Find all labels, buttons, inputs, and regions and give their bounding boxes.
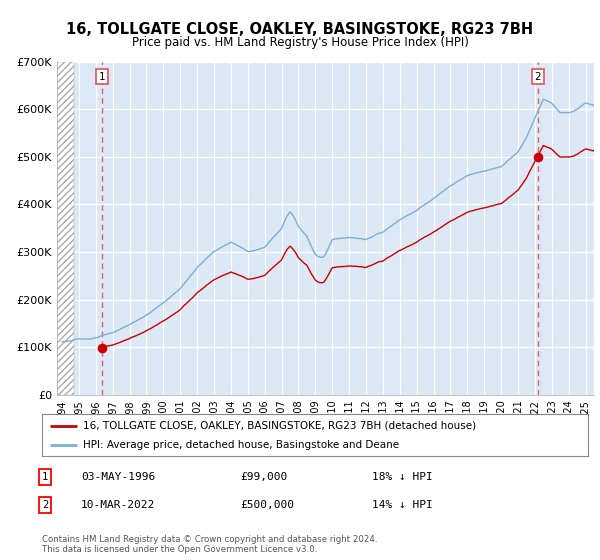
Text: £500,000: £500,000 — [240, 500, 294, 510]
Text: £99,000: £99,000 — [240, 472, 287, 482]
Text: 2: 2 — [535, 72, 541, 82]
Text: Price paid vs. HM Land Registry's House Price Index (HPI): Price paid vs. HM Land Registry's House … — [131, 36, 469, 49]
Text: 10-MAR-2022: 10-MAR-2022 — [81, 500, 155, 510]
Text: 16, TOLLGATE CLOSE, OAKLEY, BASINGSTOKE, RG23 7BH: 16, TOLLGATE CLOSE, OAKLEY, BASINGSTOKE,… — [67, 22, 533, 38]
Text: 16, TOLLGATE CLOSE, OAKLEY, BASINGSTOKE, RG23 7BH (detached house): 16, TOLLGATE CLOSE, OAKLEY, BASINGSTOKE,… — [83, 421, 476, 431]
Text: 1: 1 — [99, 72, 106, 82]
Text: Contains HM Land Registry data © Crown copyright and database right 2024.
This d: Contains HM Land Registry data © Crown c… — [42, 535, 377, 554]
Text: 2: 2 — [42, 500, 48, 510]
Text: 03-MAY-1996: 03-MAY-1996 — [81, 472, 155, 482]
Text: HPI: Average price, detached house, Basingstoke and Deane: HPI: Average price, detached house, Basi… — [83, 440, 399, 450]
Text: 18% ↓ HPI: 18% ↓ HPI — [372, 472, 433, 482]
Text: 14% ↓ HPI: 14% ↓ HPI — [372, 500, 433, 510]
Text: 1: 1 — [42, 472, 48, 482]
